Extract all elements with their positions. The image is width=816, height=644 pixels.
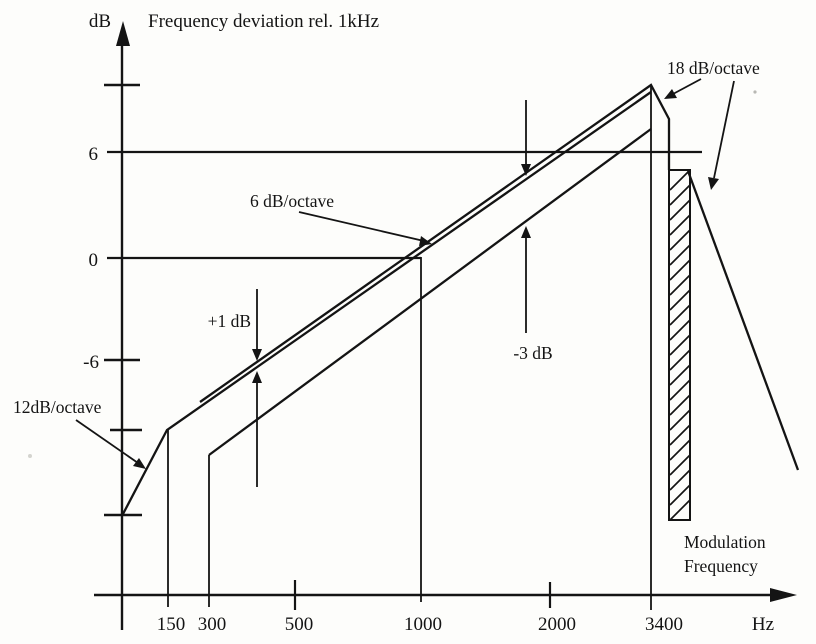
y-axis-ticks — [104, 83, 142, 517]
slope18-arrowhead-a-icon — [664, 89, 677, 99]
slope-18db-octave-label: 18 dB/octave — [667, 58, 760, 78]
slope6-arrowhead-icon — [419, 236, 432, 246]
nominal-curve — [121, 91, 652, 515]
x-guide-lines — [167, 86, 652, 610]
y-axis-unit-label: dB — [89, 11, 111, 32]
rolloff-18db-line — [686, 170, 800, 471]
chart-title: Frequency deviation rel. 1kHz — [148, 11, 379, 32]
y-tick-label-6: 6 — [89, 144, 99, 165]
plus1db-down-arrowhead-icon — [252, 349, 262, 361]
hatch-lines — [669, 169, 691, 521]
plus1db-up-arrowhead-icon — [252, 371, 262, 383]
lower-limit-curve — [208, 128, 652, 456]
slope12-pointer-line — [75, 419, 139, 464]
curves — [121, 83, 800, 515]
modulation-frequency-label-line2: Frequency — [684, 556, 758, 576]
slope18-pointer-line-b — [713, 80, 735, 179]
slope12-arrowhead-icon — [133, 458, 146, 469]
slope-12db-octave-label: 12dB/octave — [13, 397, 102, 417]
x-tick-label-3400: 3400 — [645, 614, 683, 635]
slope18-arrowhead-b-icon — [708, 177, 719, 190]
hatched-bar-outline — [668, 169, 691, 521]
reference-lines — [107, 150, 702, 260]
y-tick-label-0: 0 — [89, 250, 99, 271]
tolerance-minus3db-label: -3 dB — [513, 343, 552, 363]
slope-6db-octave-label: 6 dB/octave — [250, 191, 334, 211]
x-axis-unit-label: Hz — [752, 614, 774, 635]
minus3db-up-arrowhead-icon — [521, 226, 531, 238]
y-axis-arrow-icon — [116, 21, 130, 46]
scan-speck — [753, 90, 757, 94]
minus3db-down-arrowhead-icon — [521, 164, 531, 176]
arrowheads — [133, 89, 719, 469]
x-axis-arrow-icon — [770, 588, 797, 602]
slope6-pointer-line — [298, 211, 425, 242]
modulation-frequency-label-line1: Modulation — [684, 532, 766, 552]
x-tick-label-500: 500 — [285, 614, 314, 635]
tolerance-plus1db-label: +1 dB — [208, 311, 251, 331]
dimension-arrows — [75, 78, 735, 487]
axes — [94, 40, 774, 630]
x-tick-label-1000: 1000 — [404, 614, 442, 635]
slope18-pointer-line-a — [672, 78, 702, 95]
x-tick-label-300: 300 — [198, 614, 227, 635]
x-tick-label-150: 150 — [157, 614, 186, 635]
scan-speck — [28, 454, 32, 458]
x-tick-label-2000: 2000 — [538, 614, 576, 635]
y-tick-label-minus6: -6 — [83, 352, 99, 373]
hatched-bar — [668, 169, 691, 521]
